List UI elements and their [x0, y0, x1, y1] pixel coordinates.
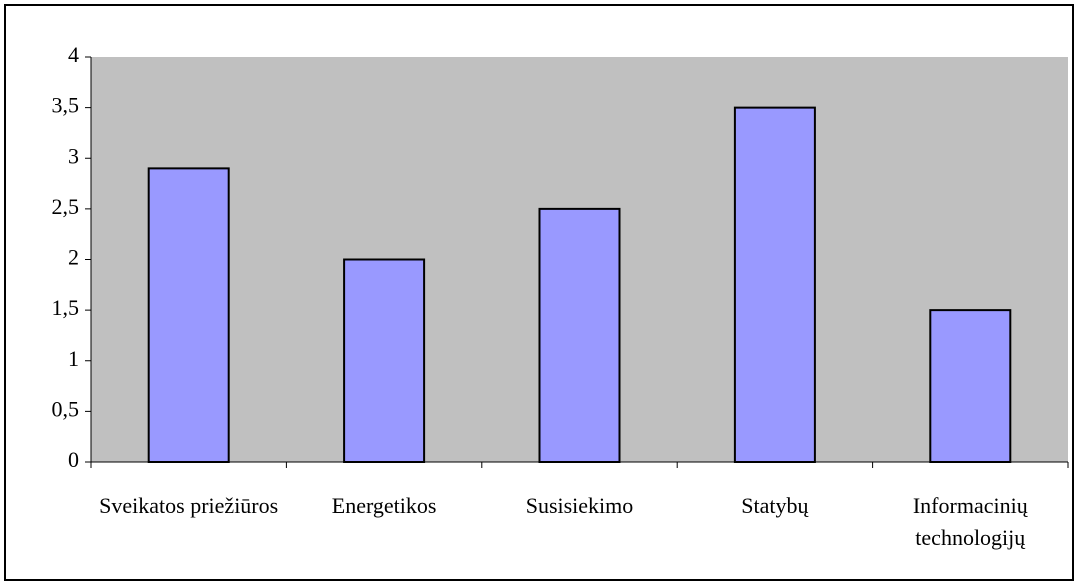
- y-tick-label: 4: [68, 42, 79, 67]
- x-tick-label: Energetikos: [331, 493, 437, 518]
- bar: [538, 207, 621, 463]
- x-tick-label: Sveikatos priežiūros: [99, 493, 279, 518]
- x-tick-label: Statybų: [741, 493, 809, 518]
- y-tick-label: 2,5: [52, 194, 80, 219]
- y-tick-label: 1: [68, 346, 79, 371]
- y-tick-label: 1,5: [52, 295, 80, 320]
- x-tick-label: Informacinių technologijų: [912, 493, 1028, 550]
- y-tick-label: 3: [68, 143, 79, 168]
- bar: [147, 167, 230, 463]
- bar: [343, 258, 426, 463]
- bar: [733, 106, 816, 463]
- y-tick-label: 0: [68, 447, 79, 472]
- y-tick-label: 3,5: [52, 93, 80, 118]
- y-tick-label: 0,5: [52, 396, 80, 421]
- y-tick-label: 2: [68, 245, 79, 270]
- bar: [929, 309, 1012, 463]
- x-tick-label: Susisiekimo: [525, 493, 634, 518]
